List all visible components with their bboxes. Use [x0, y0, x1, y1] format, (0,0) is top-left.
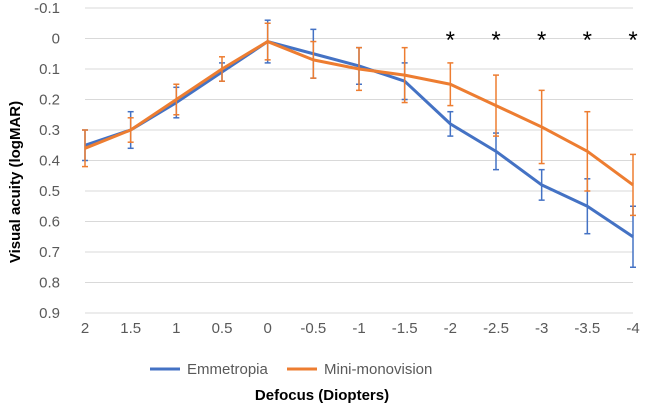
y-tick-label: 0.1 — [39, 61, 60, 78]
y-axis-title: Visual acuity (logMAR) — [7, 101, 24, 263]
x-tick-label: -0.5 — [300, 320, 326, 337]
significance-marker: * — [583, 27, 592, 54]
y-tick-label: 0.3 — [39, 122, 60, 139]
x-axis-title: Defocus (Diopters) — [255, 387, 389, 404]
y-tick-labels: -0.1 0 0.1 0.2 0.3 0.4 0.5 0.6 0.7 0.8 0.9 — [34, 0, 60, 322]
y-tick-label: 0.9 — [39, 305, 60, 322]
x-tick-labels: 2 1.5 1 0.5 0 -0.5 -1 -1.5 -2 -2.5 -3 -3.5 -4 — [81, 320, 640, 337]
significance-marker: * — [537, 27, 546, 54]
x-tick-label: 2 — [81, 320, 89, 337]
legend: Emmetropia Mini-monovision — [150, 361, 432, 378]
significance-markers: * * * * * — [446, 27, 638, 54]
x-tick-label: -2.5 — [483, 320, 509, 337]
significance-marker: * — [628, 27, 637, 54]
y-tick-label: 0.4 — [39, 153, 60, 170]
x-tick-label: -4 — [626, 320, 639, 337]
series-mini-monovision — [82, 22, 636, 217]
x-tick-label: -1.5 — [392, 320, 418, 337]
x-tick-label: 1 — [172, 320, 180, 337]
x-tick-label: -1 — [352, 320, 365, 337]
x-tick-label: -2 — [444, 320, 457, 337]
legend-label: Emmetropia — [187, 361, 269, 378]
x-tick-label: 0.5 — [212, 320, 233, 337]
series-group — [82, 19, 636, 268]
y-tick-label: -0.1 — [34, 0, 60, 17]
x-tick-label: -3 — [535, 320, 548, 337]
y-tick-label: 0.6 — [39, 214, 60, 231]
x-tick-label: -3.5 — [574, 320, 600, 337]
x-tick-label: 1.5 — [120, 320, 141, 337]
x-tick-label: 0 — [263, 320, 271, 337]
significance-marker: * — [446, 27, 455, 54]
y-tick-label: 0.2 — [39, 92, 60, 109]
legend-label: Mini-monovision — [324, 361, 432, 378]
y-tick-label: 0 — [52, 31, 60, 48]
y-tick-label: 0.7 — [39, 244, 60, 261]
y-tick-label: 0.8 — [39, 275, 60, 292]
significance-marker: * — [491, 27, 500, 54]
grid-lines — [85, 7, 633, 314]
y-tick-label: 0.5 — [39, 183, 60, 200]
series-line — [84, 40, 634, 187]
